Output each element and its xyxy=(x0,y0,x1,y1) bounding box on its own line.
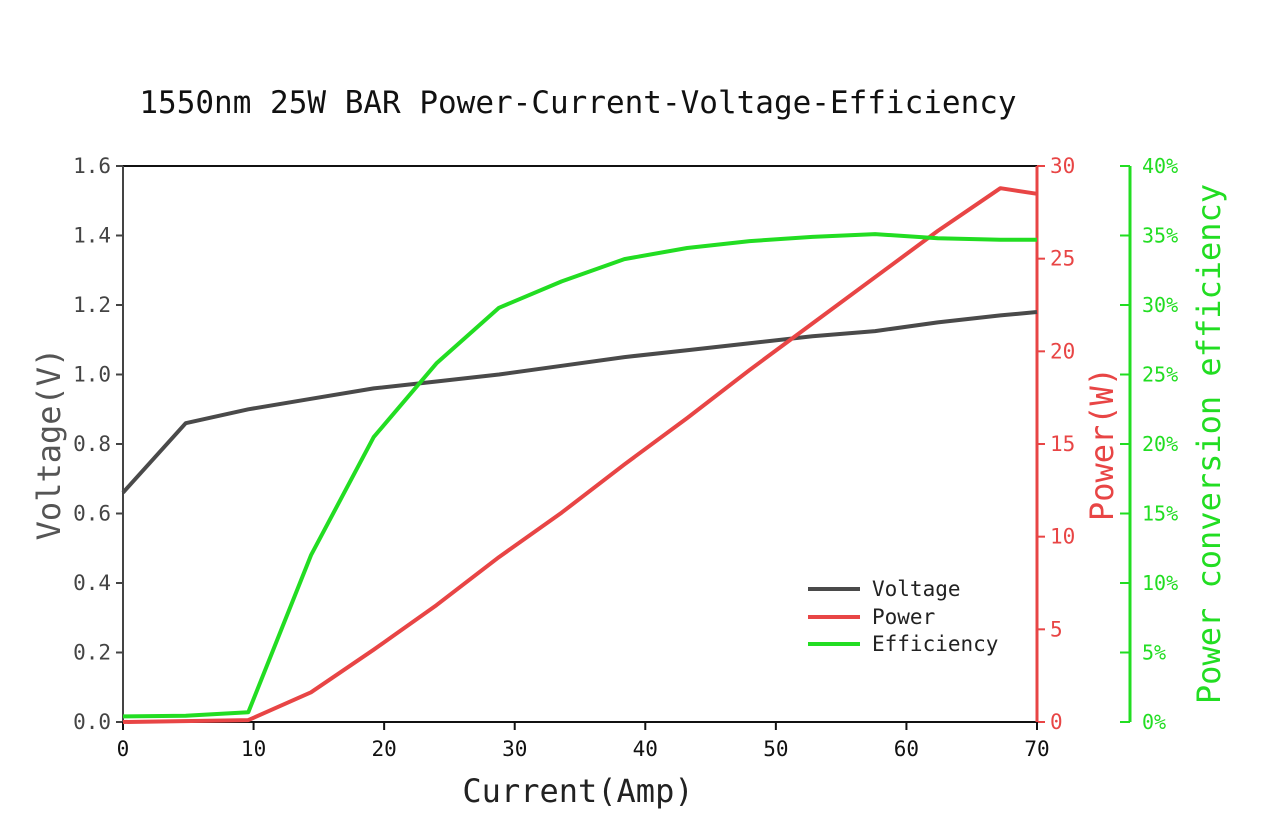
legend-label-voltage: Voltage xyxy=(872,577,961,601)
efficiency-tick-label: 0% xyxy=(1142,710,1166,734)
voltage-tick-label: 1.0 xyxy=(73,363,111,387)
x-axis-label: Current(Amp) xyxy=(462,772,693,810)
voltage-axis-label: Voltage(V) xyxy=(30,348,68,541)
voltage-tick-label: 0.6 xyxy=(73,502,111,526)
current-tick-label: 20 xyxy=(371,737,396,761)
current-tick-label: 60 xyxy=(894,737,919,761)
current-tick-label: 30 xyxy=(502,737,527,761)
current-axis: 0 10 20 30 40 50 60 70 xyxy=(117,722,1050,761)
power-axis-label: Power(W) xyxy=(1083,367,1121,521)
series-line-voltage xyxy=(121,310,1038,494)
voltage-tick-label: 0.2 xyxy=(73,641,111,665)
efficiency-tick-label: 15% xyxy=(1142,502,1178,526)
chart-title: 1550nm 25W BAR Power-Current-Voltage-Eff… xyxy=(139,85,1016,121)
legend-label-power: Power xyxy=(872,605,935,629)
efficiency-tick-label: 30% xyxy=(1142,293,1178,317)
current-tick-label: 50 xyxy=(763,737,788,761)
series-line-power xyxy=(122,186,1038,724)
series-lines xyxy=(121,186,1038,724)
series-line-efficiency xyxy=(122,232,1037,719)
efficiency-axis: 0% 5% 10% 15% 20% 25% 30% 35% 40% xyxy=(1120,154,1178,734)
power-axis: 0 5 10 15 20 25 30 xyxy=(1035,154,1075,734)
voltage-tick-label: 1.6 xyxy=(73,154,111,178)
power-tick-label: 25 xyxy=(1050,247,1075,271)
efficiency-axis-label: Power conversion efficiency xyxy=(1190,184,1228,704)
current-tick-label: 10 xyxy=(241,737,266,761)
power-tick-label: 0 xyxy=(1050,710,1063,734)
efficiency-tick-label: 25% xyxy=(1142,363,1178,387)
power-tick-label: 5 xyxy=(1050,617,1063,641)
voltage-tick-label: 0.0 xyxy=(73,710,111,734)
voltage-tick-label: 0.4 xyxy=(73,571,111,595)
current-tick-label: 0 xyxy=(117,737,130,761)
efficiency-tick-label: 40% xyxy=(1142,154,1178,178)
voltage-tick-label: 1.4 xyxy=(73,224,111,248)
efficiency-tick-label: 20% xyxy=(1142,432,1178,456)
power-tick-label: 15 xyxy=(1050,432,1075,456)
current-tick-label: 40 xyxy=(633,737,658,761)
legend: Voltage Power Efficiency xyxy=(808,577,998,656)
power-tick-label: 20 xyxy=(1050,339,1075,363)
voltage-tick-label: 0.8 xyxy=(73,432,111,456)
power-tick-label: 30 xyxy=(1050,154,1075,178)
voltage-tick-label: 1.2 xyxy=(73,293,111,317)
legend-label-efficiency: Efficiency xyxy=(872,632,998,656)
power-tick-label: 10 xyxy=(1050,525,1075,549)
current-tick-label: 70 xyxy=(1024,737,1049,761)
voltage-axis: 0.0 0.2 0.4 0.6 0.8 1.0 1.2 1.4 1.6 xyxy=(73,154,123,734)
efficiency-tick-label: 35% xyxy=(1142,224,1178,248)
efficiency-tick-label: 10% xyxy=(1142,571,1178,595)
efficiency-tick-label: 5% xyxy=(1142,641,1166,665)
